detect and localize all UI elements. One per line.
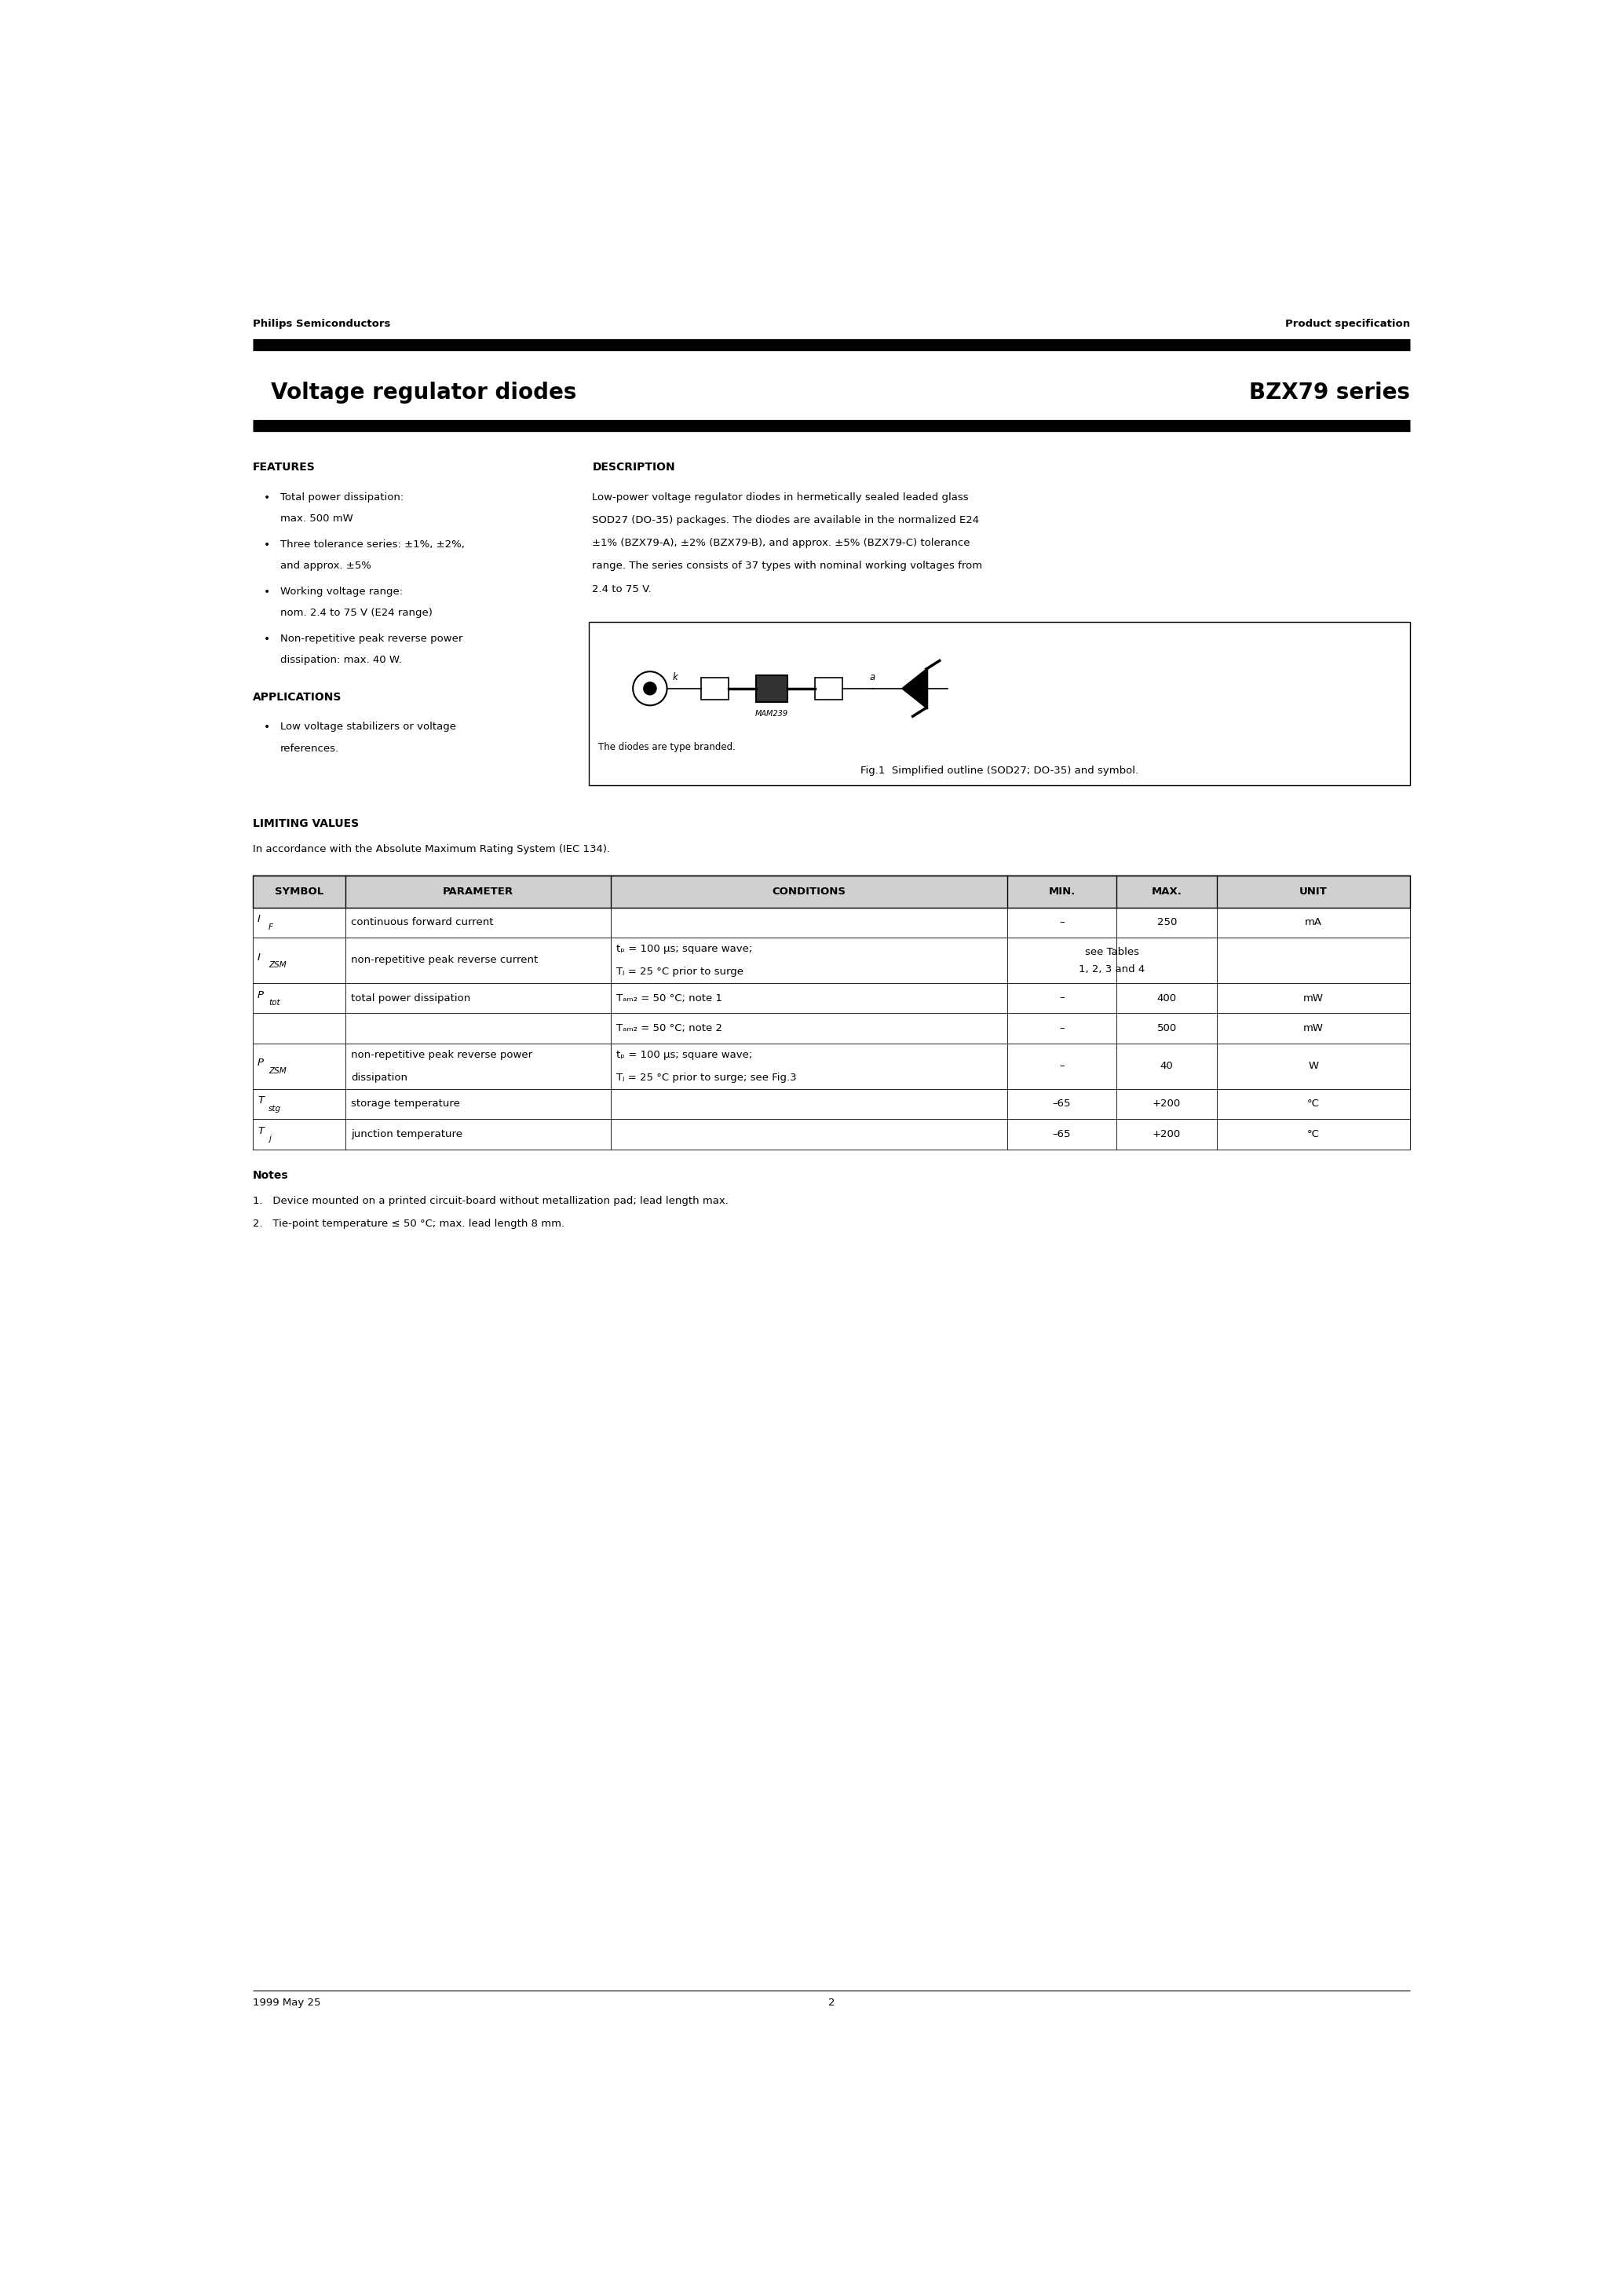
Text: UNIT: UNIT	[1299, 886, 1327, 898]
Text: Tⱼ = 25 °C prior to surge; see Fig.3: Tⱼ = 25 °C prior to surge; see Fig.3	[616, 1072, 796, 1081]
Text: –: –	[1059, 992, 1064, 1003]
Text: tot: tot	[269, 999, 281, 1008]
Text: junction temperature: junction temperature	[352, 1130, 462, 1139]
Text: non-repetitive peak reverse power: non-repetitive peak reverse power	[352, 1049, 532, 1061]
Text: ZSM: ZSM	[269, 1068, 287, 1075]
Text: °C: °C	[1307, 1100, 1320, 1109]
Text: APPLICATIONS: APPLICATIONS	[253, 691, 342, 703]
Text: non-repetitive peak reverse current: non-repetitive peak reverse current	[352, 955, 539, 964]
Text: Voltage regulator diodes: Voltage regulator diodes	[271, 381, 576, 404]
Bar	[814, 677, 842, 700]
Text: Working voltage range:: Working voltage range:	[281, 585, 402, 597]
Text: mW: mW	[1302, 1024, 1324, 1033]
Bar	[701, 677, 728, 700]
Text: •: •	[264, 491, 271, 503]
Bar	[253, 875, 1410, 907]
Text: In accordance with the Absolute Maximum Rating System (IEC 134).: In accordance with the Absolute Maximum …	[253, 845, 610, 854]
Text: tₚ = 100 μs; square wave;: tₚ = 100 μs; square wave;	[616, 1049, 753, 1061]
Bar	[589, 622, 1410, 785]
Text: W: W	[1309, 1061, 1319, 1072]
Text: •: •	[264, 540, 271, 551]
Text: P: P	[258, 1058, 264, 1068]
Text: Tₐₘ₂ = 50 °C; note 1: Tₐₘ₂ = 50 °C; note 1	[616, 992, 722, 1003]
Text: continuous forward current: continuous forward current	[352, 918, 493, 928]
Text: –65: –65	[1053, 1130, 1071, 1139]
Text: k: k	[673, 673, 678, 682]
Bar	[756, 675, 787, 703]
Text: MIN.: MIN.	[1048, 886, 1075, 898]
Text: •: •	[264, 721, 271, 732]
Text: 1, 2, 3 and 4: 1, 2, 3 and 4	[1079, 964, 1145, 974]
Text: Total power dissipation:: Total power dissipation:	[281, 491, 404, 503]
Text: ZSM: ZSM	[269, 962, 287, 969]
Text: Low-power voltage regulator diodes in hermetically sealed leaded glass: Low-power voltage regulator diodes in he…	[592, 491, 968, 503]
Text: T: T	[258, 1095, 264, 1107]
Text: CONDITIONS: CONDITIONS	[772, 886, 845, 898]
Text: 250: 250	[1156, 918, 1178, 928]
Text: 2: 2	[827, 1998, 835, 2007]
Text: Low voltage stabilizers or voltage: Low voltage stabilizers or voltage	[281, 721, 456, 732]
Text: –: –	[1059, 918, 1064, 928]
Text: mA: mA	[1304, 918, 1322, 928]
Text: SYMBOL: SYMBOL	[274, 886, 323, 898]
Text: see Tables: see Tables	[1085, 948, 1139, 957]
Text: I: I	[258, 953, 261, 962]
Text: +200: +200	[1153, 1100, 1181, 1109]
Text: –65: –65	[1053, 1100, 1071, 1109]
Text: •: •	[264, 634, 271, 645]
Text: tₚ = 100 μs; square wave;: tₚ = 100 μs; square wave;	[616, 944, 753, 955]
Text: DESCRIPTION: DESCRIPTION	[592, 461, 675, 473]
Text: Fig.1  Simplified outline (SOD27; DO-35) and symbol.: Fig.1 Simplified outline (SOD27; DO-35) …	[861, 767, 1139, 776]
Text: °C: °C	[1307, 1130, 1320, 1139]
Text: Notes: Notes	[253, 1171, 289, 1182]
Text: FEATURES: FEATURES	[253, 461, 315, 473]
Text: 2.   Tie-point temperature ≤ 50 °C; max. lead length 8 mm.: 2. Tie-point temperature ≤ 50 °C; max. l…	[253, 1219, 564, 1228]
Text: a: a	[869, 673, 876, 682]
Text: P: P	[258, 990, 264, 1001]
Text: Tₐₘ₂ = 50 °C; note 2: Tₐₘ₂ = 50 °C; note 2	[616, 1024, 722, 1033]
Text: nom. 2.4 to 75 V (E24 range): nom. 2.4 to 75 V (E24 range)	[281, 608, 431, 618]
Circle shape	[644, 682, 655, 693]
Text: and approx. ±5%: and approx. ±5%	[281, 560, 371, 572]
Text: Three tolerance series: ±1%, ±2%,: Three tolerance series: ±1%, ±2%,	[281, 540, 464, 549]
Text: SOD27 (DO-35) packages. The diodes are available in the normalized E24: SOD27 (DO-35) packages. The diodes are a…	[592, 514, 980, 526]
Text: references.: references.	[281, 744, 339, 753]
Text: +200: +200	[1153, 1130, 1181, 1139]
Text: BZX79 series: BZX79 series	[1249, 381, 1410, 404]
Text: ±1% (BZX79-A), ±2% (BZX79-B), and approx. ±5% (BZX79-C) tolerance: ±1% (BZX79-A), ±2% (BZX79-B), and approx…	[592, 537, 970, 549]
Text: Tⱼ = 25 °C prior to surge: Tⱼ = 25 °C prior to surge	[616, 967, 743, 976]
Text: MAM239: MAM239	[756, 709, 788, 716]
Text: mW: mW	[1302, 992, 1324, 1003]
Text: 1999 May 25: 1999 May 25	[253, 1998, 321, 2007]
Text: 1.   Device mounted on a printed circuit-board without metallization pad; lead l: 1. Device mounted on a printed circuit-b…	[253, 1196, 728, 1205]
Text: I: I	[258, 914, 261, 925]
Text: 40: 40	[1160, 1061, 1173, 1072]
Text: 400: 400	[1156, 992, 1176, 1003]
Text: stg: stg	[269, 1104, 281, 1114]
Text: 2.4 to 75 V.: 2.4 to 75 V.	[592, 583, 652, 595]
Text: max. 500 mW: max. 500 mW	[281, 514, 354, 523]
Text: 500: 500	[1156, 1024, 1176, 1033]
Text: F: F	[269, 923, 272, 932]
Text: dissipation: max. 40 W.: dissipation: max. 40 W.	[281, 654, 401, 666]
Text: Non-repetitive peak reverse power: Non-repetitive peak reverse power	[281, 634, 462, 643]
Text: total power dissipation: total power dissipation	[352, 992, 470, 1003]
Text: –: –	[1059, 1024, 1064, 1033]
Text: j: j	[269, 1134, 271, 1143]
Text: Product specification: Product specification	[1285, 319, 1410, 328]
Text: •: •	[264, 585, 271, 597]
Polygon shape	[902, 668, 926, 707]
Text: range. The series consists of 37 types with nominal working voltages from: range. The series consists of 37 types w…	[592, 560, 983, 572]
Text: dissipation: dissipation	[352, 1072, 407, 1081]
Text: The diodes are type branded.: The diodes are type branded.	[599, 742, 735, 751]
Text: Philips Semiconductors: Philips Semiconductors	[253, 319, 391, 328]
Text: MAX.: MAX.	[1152, 886, 1182, 898]
Text: PARAMETER: PARAMETER	[443, 886, 513, 898]
Text: storage temperature: storage temperature	[352, 1100, 461, 1109]
Text: T: T	[258, 1125, 264, 1137]
Text: –: –	[1059, 1061, 1064, 1072]
Text: LIMITING VALUES: LIMITING VALUES	[253, 817, 358, 829]
